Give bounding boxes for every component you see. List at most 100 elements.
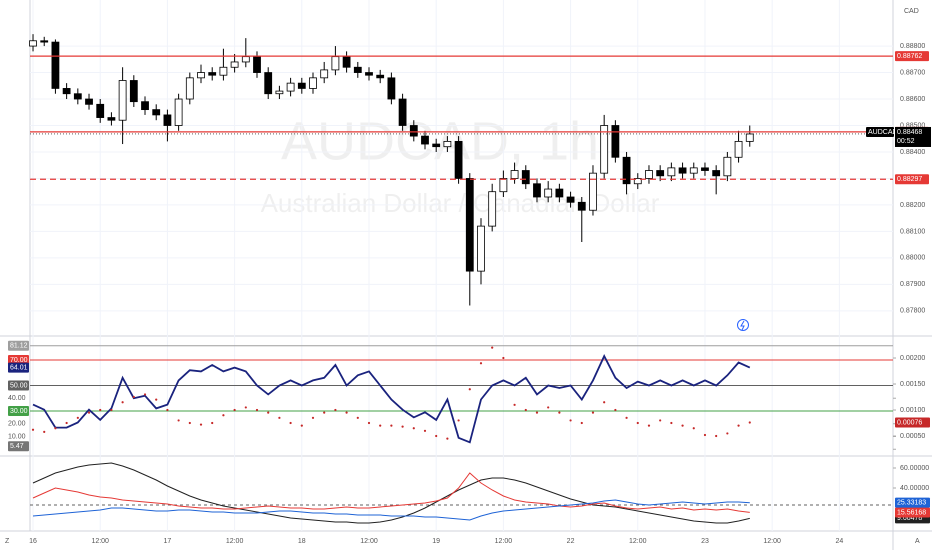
candle-body <box>152 109 161 116</box>
badge <box>895 174 929 185</box>
y-tick-label: 60.00000 <box>900 465 929 472</box>
candle-body <box>645 170 653 179</box>
badge-label: 15.56168 <box>897 509 926 516</box>
badge <box>8 441 29 452</box>
candle-body <box>387 77 396 100</box>
candle-body <box>701 167 709 171</box>
x-tick-label: 22 <box>567 538 575 545</box>
candle-body <box>309 77 317 89</box>
x-tick-label: 24 <box>835 538 843 545</box>
candle-body <box>589 172 597 211</box>
indicator-dot <box>143 393 147 396</box>
indicator-dot <box>435 434 438 438</box>
indicator-dot <box>647 424 651 427</box>
indicator-dot <box>412 427 415 430</box>
candle-body <box>398 98 407 126</box>
candle-body <box>656 170 665 177</box>
badge <box>8 405 29 416</box>
candle-body <box>365 72 373 76</box>
y-tick-label: 0.88500 <box>900 122 925 129</box>
indicator-dot <box>289 421 292 425</box>
x-tick-label: 12:00 <box>360 538 378 545</box>
candle-body <box>723 156 732 177</box>
indicator-dot <box>401 425 404 428</box>
candle-body <box>667 167 676 177</box>
alert-icon[interactable] <box>737 319 749 331</box>
indicator-dot <box>715 434 718 438</box>
indicator-dot <box>255 408 259 412</box>
y-tick-label: 0.88600 <box>900 96 925 103</box>
badge <box>8 362 29 373</box>
indicator-dot <box>614 408 617 412</box>
indicator-dot <box>367 421 371 425</box>
indicator-dot <box>670 421 673 425</box>
y2-tick-label: 0.00150 <box>900 381 925 388</box>
indicator-dot <box>692 427 695 430</box>
indicator-dot <box>558 411 561 414</box>
candle-body <box>129 80 138 103</box>
indicator-dot <box>65 421 68 425</box>
x-tick-label: 16 <box>29 538 37 545</box>
y-tick-label: 0.87800 <box>900 308 925 315</box>
badge <box>895 507 930 518</box>
candle-body <box>118 80 127 121</box>
indicator-line <box>32 354 751 444</box>
badge-label: 64.01 <box>10 364 28 371</box>
indicator-dot <box>199 423 203 426</box>
watermark-description: Australian Dollar / Canadian Dollar <box>261 188 660 218</box>
candle-body <box>107 117 116 121</box>
y-tick-label: 0.87900 <box>900 281 925 288</box>
x-tick-label: 17 <box>164 538 172 545</box>
badge-label: 25.33183 <box>897 500 926 507</box>
candle-body <box>163 114 172 126</box>
x-tick-label: 12:00 <box>763 538 781 545</box>
y-tick-label: 0.88000 <box>900 255 925 262</box>
indicator-dot <box>513 403 516 406</box>
candle-body <box>712 170 721 177</box>
candle-body <box>432 143 441 148</box>
candle-body <box>544 188 553 198</box>
badge-label: 81.12 <box>10 343 28 350</box>
candle-body <box>264 72 273 95</box>
candle-body <box>555 188 564 198</box>
toolbar-left[interactable]: Z <box>5 538 10 545</box>
y2-tick-label: 0.00100 <box>900 407 925 414</box>
x-tick-label: 12:00 <box>629 538 647 545</box>
candle-body <box>521 170 530 185</box>
x-tick-label: 23 <box>701 538 709 545</box>
badge-label: 50.00 <box>10 382 28 389</box>
toolbar-right[interactable]: A <box>915 538 920 545</box>
x-tick-label: 19 <box>432 538 440 545</box>
candle-body <box>208 72 217 76</box>
candle-body <box>633 178 642 185</box>
indicator-dot <box>748 421 751 424</box>
indicator-dot <box>177 419 180 422</box>
indicator-dot <box>345 411 348 414</box>
y2-tick-label: 0.00050 <box>900 433 925 440</box>
indicator-dot <box>222 414 225 417</box>
candle-body <box>745 133 754 142</box>
candle-body <box>353 66 362 73</box>
y-tick-label: 10.00 <box>8 433 26 440</box>
candle-body <box>73 93 82 100</box>
price-badge <box>895 126 931 147</box>
y2-tick-label: 0.00200 <box>900 355 925 362</box>
candle-body <box>678 167 687 174</box>
candle-body <box>689 167 698 174</box>
indicator-dot <box>636 421 639 425</box>
badge <box>895 497 930 508</box>
indicator-dot <box>278 416 281 419</box>
indicator-dot <box>76 416 79 419</box>
indicator-line <box>32 499 750 521</box>
badge <box>8 354 29 365</box>
badge <box>895 51 929 62</box>
candle-body <box>174 98 183 126</box>
indicator-dot <box>423 429 427 432</box>
candle-body <box>421 135 429 145</box>
badge-label: AUDCAD <box>868 129 898 136</box>
candle-body <box>320 69 329 79</box>
indicator-dot <box>54 427 57 430</box>
badge-label: 30.00 <box>10 408 28 415</box>
indicator-dot <box>479 362 483 365</box>
